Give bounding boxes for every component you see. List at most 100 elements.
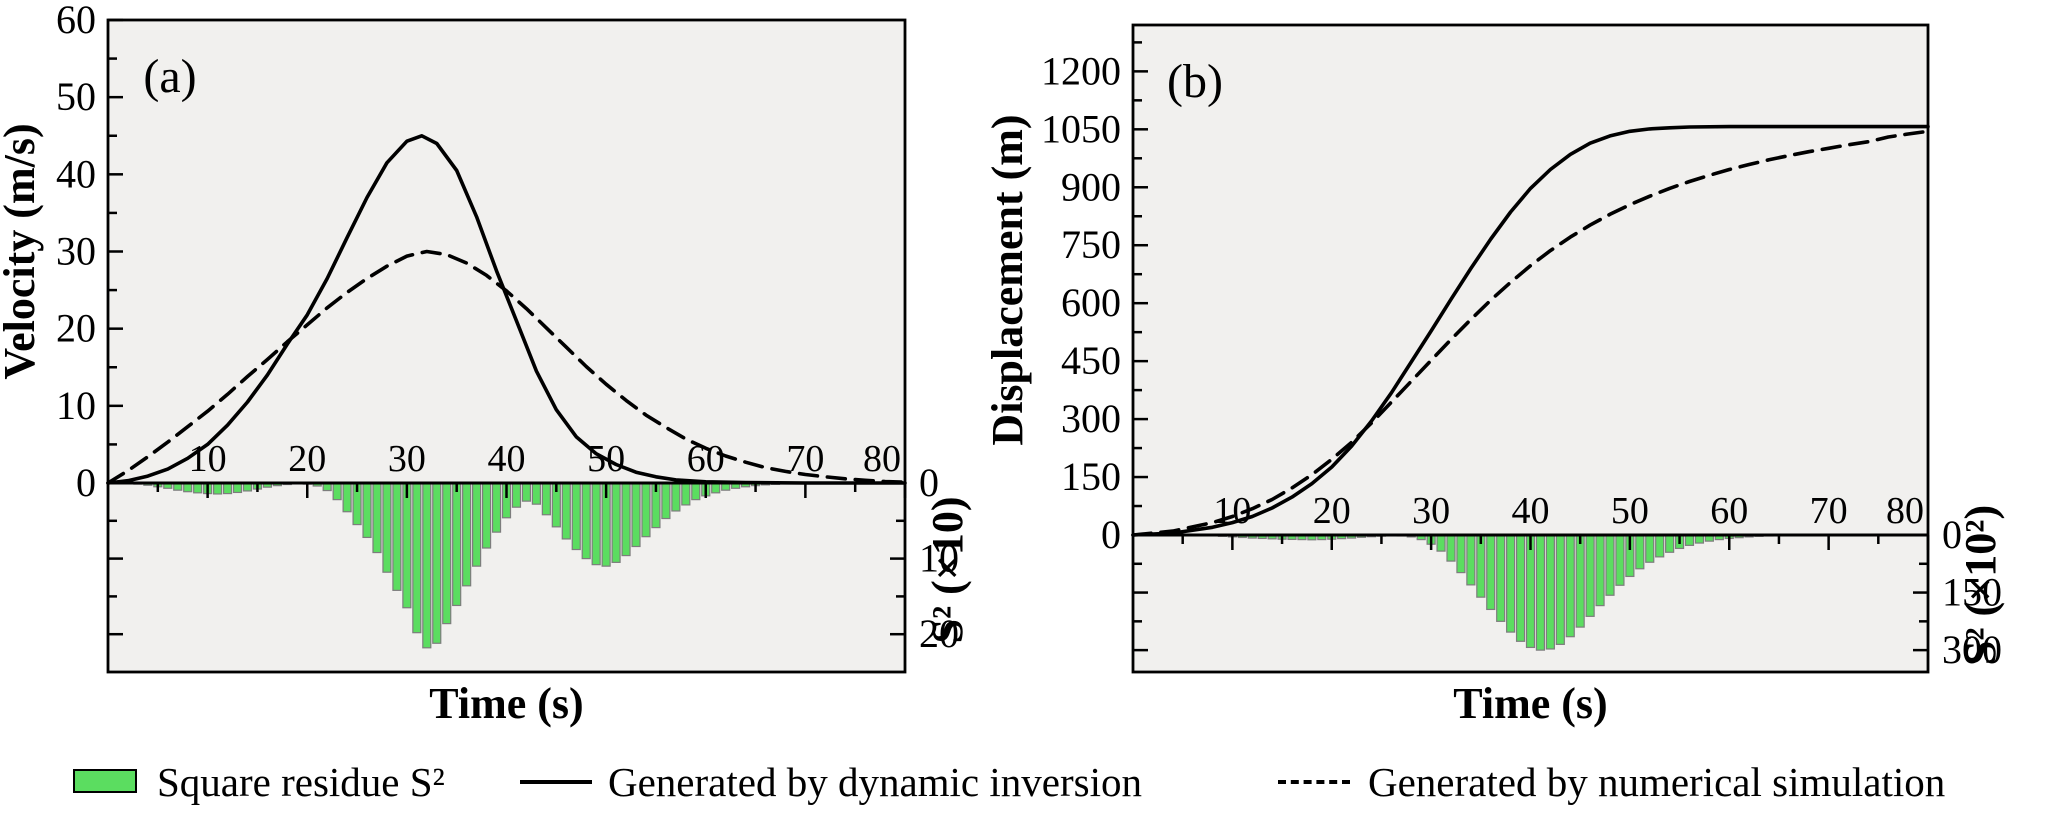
left-axis: 0 10 20 30 40 50 60 [56,0,123,636]
svg-text:10: 10 [189,438,227,480]
svg-text:150: 150 [1942,570,2002,615]
residue-bar [561,482,571,540]
residue-bar [671,482,681,512]
plot-background [108,20,905,672]
svg-text:20: 20 [56,306,96,351]
residue-bar [1585,534,1595,617]
legend-residue-text: Square residue S² [157,759,445,805]
residue-bar [462,482,472,587]
svg-text:60: 60 [56,0,96,42]
residue-bar [432,482,442,644]
legend-dashed-text: Generated by numerical simulation [1368,759,1946,805]
residue-bar [1575,534,1585,628]
residue-bar [631,482,641,548]
residue-bar [422,482,432,649]
left-axis: 0 150 300 450 600 750 900 1050 1200 [1041,41,1148,652]
dynamic-inversion-curve [106,134,907,485]
residue-bar [1565,534,1575,638]
svg-text:450: 450 [1061,338,1121,383]
svg-text:40: 40 [488,438,526,480]
svg-text:900: 900 [1061,164,1121,209]
x-axis-title: Time (s) [429,679,583,728]
residue-bar [1476,534,1486,598]
svg-text:30: 30 [388,438,426,480]
residue-bar [222,482,233,495]
svg-text:30: 30 [56,229,96,274]
residue-bar [1466,534,1476,586]
x-axis-title: Time (s) [1453,679,1607,728]
residue-bar [591,482,601,566]
residue-bar [621,482,631,557]
residue-bar [611,482,621,563]
legend-solid-text: Generated by dynamic inversion [608,759,1142,805]
legend-item-dashed [1278,752,1350,812]
svg-text:50: 50 [587,438,625,480]
residue-bar [1655,534,1665,558]
svg-text:0: 0 [919,460,939,505]
residue-bar [372,482,382,554]
plot-border [106,18,907,674]
residue-bar [1456,534,1466,574]
svg-text:70: 70 [786,438,824,480]
residue-bar [1684,534,1695,546]
residue-bar [1645,534,1655,563]
residue-bar [1506,534,1516,633]
residue-bar [1545,534,1555,650]
dynamic-inversion-curve [1131,124,1930,537]
residue-bar [452,482,462,607]
residue-bar [1665,534,1675,553]
residue-bar [392,482,402,591]
svg-text:300: 300 [1942,627,2002,672]
residue-bar [1535,534,1546,651]
svg-text:40: 40 [1512,490,1550,532]
residue-bar [362,482,372,539]
residue-bar [332,482,342,501]
svg-text:50: 50 [1611,490,1649,532]
residue-bar [1496,534,1506,622]
svg-text:150: 150 [1061,454,1121,499]
residue-bar [541,482,551,516]
residue-bar [661,482,671,520]
svg-text:300: 300 [1061,396,1121,441]
residue-bar [1525,534,1536,649]
residue-bar [521,482,532,502]
residue-bar [412,482,422,634]
svg-text:600: 600 [1061,280,1121,325]
panel-letter: (a) [143,50,196,103]
legend-label-residue: Square residue S² [157,752,445,812]
charts-canvas: 10 20 30 40 50 60 70 80010203040506001020(a)Vel… [0,0,2005,728]
svg-text:80: 80 [863,438,901,480]
panel-letter: (b) [1167,55,1223,108]
residue-bar [491,482,502,533]
numerical-simulation-curve [106,249,907,485]
residue-bar [402,482,412,609]
residue-bar [641,482,651,538]
right-axis-title: S² (×10²) [1956,505,2005,665]
residue-swatch-icon [73,769,137,793]
right-axis: 0 150 300 [1913,512,2002,672]
x-axis: 10 20 30 40 50 60 70 80 [108,438,907,498]
residue-bar [1515,534,1526,642]
svg-text:0: 0 [1942,512,1962,557]
legend-item-solid [520,752,592,812]
panel-b: 10 20 30 40 50 60 70 80 0 150 300 450 600 750 900 1050 1… [983,23,2005,728]
solid-line-icon [520,780,592,784]
svg-text:10: 10 [56,383,96,428]
numerical-simulation-curve [1131,129,1930,537]
legend-item-residue [73,752,139,812]
residue-bar [691,482,701,501]
residue-bar [1555,534,1565,645]
residue-bar [1486,534,1496,611]
svg-text:50: 50 [56,74,96,119]
residue-bar [1615,534,1625,586]
residue-bar [1446,534,1456,562]
svg-text:1050: 1050 [1041,106,1121,151]
legend-label-solid: Generated by dynamic inversion [608,752,1142,812]
residue-bar [442,482,452,625]
svg-text:10: 10 [919,536,959,581]
residue-bar [1595,534,1605,607]
residue-bar [511,482,522,508]
panel-a: 10 20 30 40 50 60 70 80 0 10 20 30 40 50 60 0 10 20 (a) Vel… [0,0,972,728]
residue-bar [1635,534,1645,570]
svg-text:20: 20 [288,438,326,480]
